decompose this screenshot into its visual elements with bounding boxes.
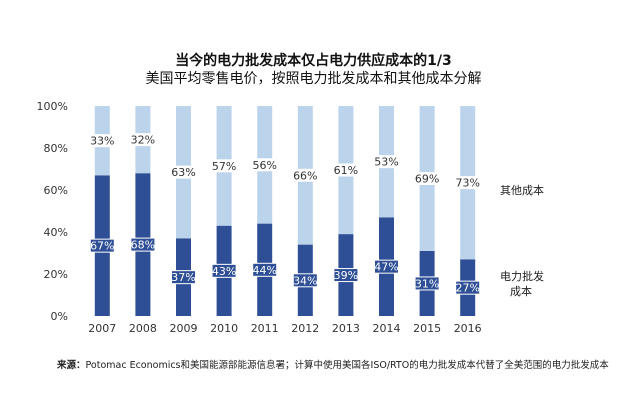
label-box-wholesale xyxy=(374,259,399,274)
bar-label-other: 53% xyxy=(374,156,398,169)
label-box-wholesale xyxy=(414,276,440,291)
bar-label-other: 57% xyxy=(212,160,236,173)
label-box-wholesale xyxy=(211,263,237,278)
x-tick-label: 2011 xyxy=(251,322,279,335)
label-box-wholesale xyxy=(130,237,156,252)
label-box-other xyxy=(252,158,277,172)
bar-label-wholesale: 68% xyxy=(131,239,155,252)
bar-label-wholesale: 27% xyxy=(455,282,479,295)
bar-label-other: 69% xyxy=(415,172,439,185)
bar-label-other: 56% xyxy=(252,159,276,172)
label-box-wholesale xyxy=(89,238,115,253)
chart-title: 当今的电力批发成本仅占电力供应成本的1/3 xyxy=(175,53,452,69)
bar-label-other: 33% xyxy=(90,135,114,148)
bar-label-other: 63% xyxy=(171,166,195,179)
label-box-other xyxy=(374,155,399,169)
x-tick-label: 2010 xyxy=(210,322,238,335)
label-box-wholesale xyxy=(252,262,278,277)
x-tick-label: 2013 xyxy=(332,322,360,335)
label-box-other xyxy=(171,165,196,179)
x-tick-label: 2007 xyxy=(88,322,116,335)
x-tick-label: 2016 xyxy=(454,322,482,335)
bar-label-wholesale: 44% xyxy=(252,264,276,277)
bar-label-wholesale: 37% xyxy=(171,271,195,284)
legend-wholesale-line1: 电力批发 xyxy=(500,269,544,283)
y-tick-label: 80% xyxy=(44,142,68,155)
label-box-other xyxy=(455,176,480,190)
label-box-wholesale xyxy=(333,268,359,283)
label-box-other xyxy=(212,159,237,173)
bar-label-other: 66% xyxy=(293,169,317,182)
label-box-other xyxy=(333,163,358,177)
bar-label-other: 32% xyxy=(131,134,155,147)
legend-other: 其他成本 xyxy=(500,183,544,197)
source-text: Potomac Economics和美国能源部能源信息署；计算中使用美国各ISO… xyxy=(85,360,609,371)
y-tick-label: 60% xyxy=(44,184,68,197)
x-tick-label: 2012 xyxy=(291,322,319,335)
bar-label-wholesale: 67% xyxy=(90,240,114,253)
label-box-other xyxy=(293,168,318,182)
y-tick-label: 20% xyxy=(44,268,68,281)
legend-wholesale-line2: 成本 xyxy=(510,284,532,298)
bar-label-other: 61% xyxy=(334,164,358,177)
label-box-wholesale xyxy=(292,273,318,288)
bar-label-other: 73% xyxy=(455,177,479,190)
y-tick-label: 0% xyxy=(51,310,68,323)
y-tick-label: 40% xyxy=(44,226,68,239)
x-tick-label: 2015 xyxy=(413,322,441,335)
y-tick-label: 100% xyxy=(37,100,68,113)
bar-label-wholesale: 34% xyxy=(293,274,317,287)
bar-label-wholesale: 43% xyxy=(212,265,236,278)
x-tick-label: 2009 xyxy=(170,322,198,335)
x-tick-label: 2008 xyxy=(129,322,157,335)
label-box-wholesale xyxy=(455,280,481,295)
bar-label-wholesale: 39% xyxy=(334,269,358,282)
bar-label-wholesale: 47% xyxy=(374,261,398,274)
source-label: 来源： xyxy=(57,360,86,371)
label-box-other xyxy=(130,133,155,147)
label-box-other xyxy=(415,171,440,185)
source-note: 来源：Potomac Economics和美国能源部能源信息署；计算中使用美国各… xyxy=(57,357,609,371)
bar-label-wholesale: 31% xyxy=(415,277,439,290)
x-tick-label: 2014 xyxy=(373,322,401,335)
chart-subtitle: 美国平均零售电价，按照电力批发成本和其他成本分解 xyxy=(145,71,482,87)
label-box-wholesale xyxy=(171,270,196,285)
label-box-other xyxy=(90,134,115,148)
